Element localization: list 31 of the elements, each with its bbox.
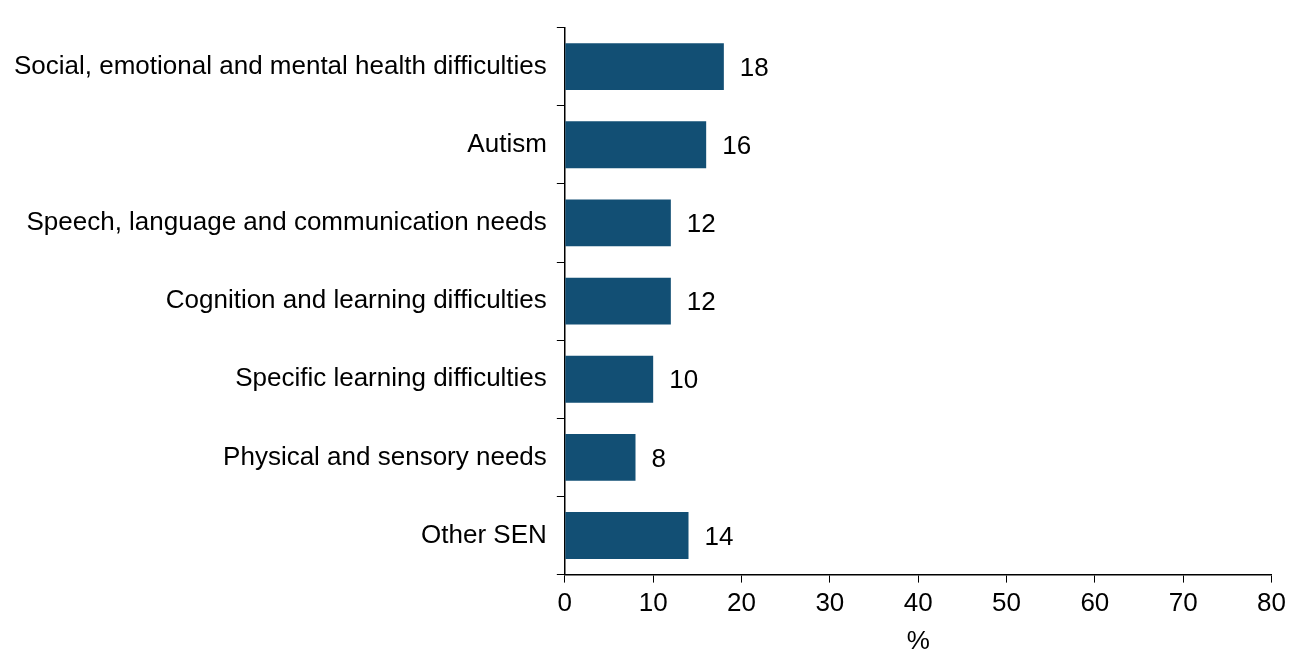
bar [565,355,654,403]
y-tick-label: Physical and sensory needs [223,440,547,471]
y-tick-label: Specific learning difficulties [235,362,547,393]
x-axis-title: % [906,624,930,655]
y-tick-label: Speech, language and communication needs [26,206,547,237]
data-label: 16 [722,129,752,160]
data-label: 12 [686,208,716,239]
x-tick-label: 30 [815,587,845,618]
y-tick-label: Other SEN [421,518,547,549]
x-tick-label: 0 [557,587,573,618]
y-tick-label: Cognition and learning difficulties [165,284,547,315]
x-tick-label: 10 [638,587,668,618]
bar [565,277,671,325]
data-label: 12 [686,286,716,317]
x-tick-label: 20 [727,587,756,618]
y-tick-label: Social, emotional and mental health difficulties [13,49,547,80]
x-tick-label: 40 [903,587,933,618]
x-tick-label: 70 [1168,587,1198,618]
x-tick-label: 50 [992,587,1021,618]
bar [565,121,707,169]
x-tick-label: 80 [1257,587,1286,618]
bar [565,512,689,559]
x-tick-label: 60 [1080,587,1110,618]
y-tick-label: Autism [467,127,547,158]
data-label: 10 [669,364,699,395]
bar [565,199,671,247]
bar [565,433,636,481]
data-label: 8 [651,442,666,473]
data-label: 14 [704,520,734,551]
data-label: 18 [739,51,769,82]
bar [565,43,724,91]
